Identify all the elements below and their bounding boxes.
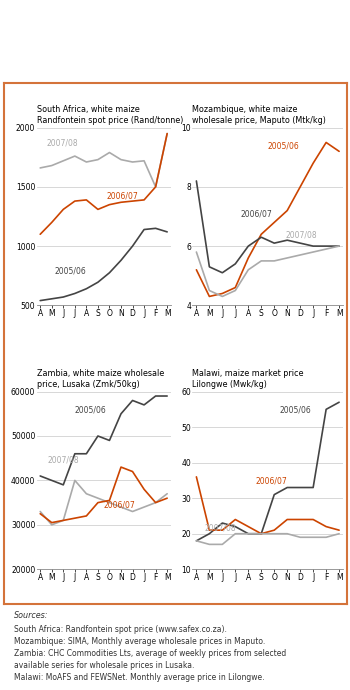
Text: 2007/08: 2007/08	[286, 231, 317, 240]
Text: South Africa, white maize
Randfontein spot price (Rand/tonne): South Africa, white maize Randfontein sp…	[37, 106, 183, 126]
Text: 2006/07: 2006/07	[256, 477, 287, 486]
Text: Figure 10.: Figure 10.	[14, 24, 91, 37]
Text: 2007/08: 2007/08	[204, 523, 236, 532]
Text: Wholesale prices of white maize in: Wholesale prices of white maize in	[91, 24, 327, 37]
Text: Mozambique, white maize
wholesale price, Maputo (Mtk/kg): Mozambique, white maize wholesale price,…	[193, 106, 326, 126]
Text: 2005/06: 2005/06	[54, 266, 86, 275]
Text: Sources:: Sources:	[14, 611, 49, 620]
Text: 2005/06: 2005/06	[74, 406, 106, 415]
Text: 2006/07: 2006/07	[106, 192, 138, 201]
Text: 2007/08: 2007/08	[48, 455, 79, 464]
Text: 2005/06: 2005/06	[280, 406, 312, 415]
Text: 2005/06: 2005/06	[268, 142, 300, 151]
Text: Malawi, maize market price
Lilongwe (Mwk/kg): Malawi, maize market price Lilongwe (Mwk…	[193, 369, 304, 389]
Text: 2007/08: 2007/08	[46, 139, 78, 148]
Text: 2006/07: 2006/07	[104, 500, 135, 509]
Text: 2006/07: 2006/07	[241, 210, 272, 219]
Text: selected markets: selected markets	[14, 57, 129, 70]
Text: Zambia, white maize wholesale
price, Lusaka (Zmk/50kg): Zambia, white maize wholesale price, Lus…	[37, 369, 164, 389]
Text: South Africa: Randfontein spot price (www.safex.co.za).
Mozambique: SIMA, Monthl: South Africa: Randfontein spot price (ww…	[14, 625, 286, 682]
